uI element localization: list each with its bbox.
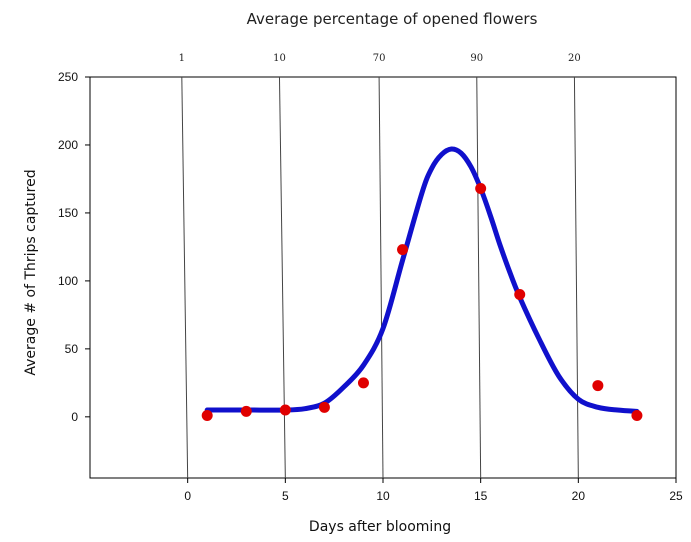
x-tick-label: 20 <box>572 489 586 503</box>
data-point <box>240 405 252 417</box>
y-tick-label: 50 <box>65 342 79 356</box>
y-axis-label: Average # of Thrips captured <box>23 169 39 375</box>
top-axis-title: Average percentage of opened flowers <box>247 10 538 28</box>
data-point <box>201 409 213 421</box>
reference-line <box>278 76 286 479</box>
data-point <box>397 244 409 256</box>
reference-line <box>378 76 384 479</box>
data-point <box>357 377 369 389</box>
top-tick-label: 10 <box>273 53 286 64</box>
top-tick-label: 1 <box>179 53 185 64</box>
data-point <box>279 404 291 416</box>
data-point <box>318 401 330 413</box>
plot-area <box>89 76 677 479</box>
top-tick-label: 20 <box>568 53 581 64</box>
x-tick-label: 25 <box>669 489 683 503</box>
data-point <box>514 288 526 300</box>
y-tick-label: 100 <box>58 274 78 288</box>
top-tick-label: 90 <box>470 53 483 64</box>
fitted-curve <box>204 146 640 414</box>
reference-lines: 1 10 70 90 20 <box>179 53 581 479</box>
y-tick-label: 200 <box>58 138 78 152</box>
x-axis-ticks: 0 5 10 15 20 25 <box>184 478 683 503</box>
data-point <box>631 409 643 421</box>
top-tick-label: 70 <box>373 53 386 64</box>
y-tick-label: 250 <box>58 70 78 84</box>
data-point <box>475 182 487 194</box>
x-axis-label: Days after blooming <box>309 519 451 535</box>
reference-line <box>573 76 579 479</box>
series-layer <box>201 146 643 421</box>
x-tick-label: 15 <box>474 489 488 503</box>
y-tick-label: 150 <box>58 206 78 220</box>
x-tick-label: 5 <box>282 489 289 503</box>
reference-line <box>476 76 482 479</box>
x-tick-label: 0 <box>184 489 191 503</box>
y-tick-label: 0 <box>71 410 78 424</box>
data-point <box>592 380 604 392</box>
reference-line <box>181 76 189 479</box>
x-tick-label: 10 <box>376 489 390 503</box>
y-axis-ticks: 0 50 100 150 200 250 <box>58 70 90 424</box>
